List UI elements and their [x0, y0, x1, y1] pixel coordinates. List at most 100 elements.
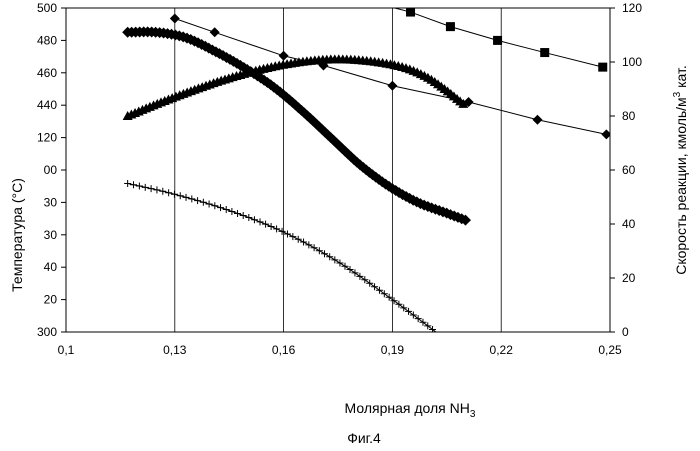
y-right-tick-label: 100 [622, 55, 642, 69]
plus-marker [283, 230, 291, 238]
series-5 [124, 180, 437, 332]
square-marker [445, 22, 455, 32]
square-marker [540, 48, 550, 58]
x-tick-label: 0,25 [598, 343, 622, 357]
diamond-marker [209, 27, 220, 38]
x-tick-label: 0,13 [163, 343, 187, 357]
plus-marker [124, 180, 132, 187]
plus-marker [217, 204, 225, 212]
tick-labels: 0,1 0,13 0,16 0,19 0,22 0,25 300 20 40 30 30 00 120 4… [37, 1, 642, 357]
plus-marker [159, 187, 167, 195]
series [122, 8, 610, 332]
plus-marker [153, 186, 161, 194]
diamond-marker [387, 80, 398, 91]
plus-marker [211, 202, 219, 210]
series-4 [122, 54, 469, 120]
plus-marker [351, 269, 359, 277]
y-right-title-text: Скорость реакции, кмоль/м [673, 97, 689, 274]
diamond-marker [601, 129, 610, 140]
y-left-tick-label: 20 [44, 293, 58, 307]
x-axis-title: Молярная доля NH3 [345, 400, 476, 420]
y-left-tick-label: 00 [44, 163, 58, 177]
y-right-axis-title: Скорость реакции, кмоль/м3 кат. [672, 65, 689, 275]
x-tick-label: 0,22 [490, 343, 514, 357]
plus-marker [346, 266, 354, 274]
plus-marker [321, 250, 329, 258]
plus-marker [176, 192, 184, 200]
plus-marker [194, 197, 202, 205]
plus-marker [341, 262, 349, 270]
plus-marker [135, 182, 143, 190]
x-tick-label: 0,16 [272, 343, 296, 357]
plus-marker [130, 181, 138, 189]
plus-marker [165, 189, 173, 197]
plus-marker [188, 195, 196, 203]
plus-marker [385, 293, 393, 301]
figure-caption: Фиг.4 [347, 430, 381, 446]
plus-marker [182, 193, 190, 201]
plus-marker [336, 259, 344, 267]
plus-marker [310, 244, 318, 252]
plus-marker [395, 300, 403, 308]
y-right-title-tail: кат. [673, 65, 689, 92]
plus-marker [273, 225, 281, 233]
plus-marker [390, 297, 398, 305]
y-right-tick-label: 0 [622, 325, 629, 339]
plus-marker [424, 322, 432, 330]
series-2 [169, 13, 610, 140]
triangle-marker [458, 98, 469, 108]
plus-marker [205, 200, 213, 208]
diamond-marker [532, 114, 543, 125]
diamond-marker [278, 50, 289, 61]
plus-marker [326, 253, 334, 261]
y-left-tick-label: 30 [44, 195, 58, 209]
plus-marker [380, 290, 388, 298]
plus-marker [234, 209, 242, 217]
y-right-tick-label: 80 [622, 109, 636, 123]
plus-marker [375, 286, 383, 294]
y-left-tick-label: 480 [37, 33, 57, 47]
y-right-tick-label: 60 [622, 163, 636, 177]
diamond-marker [459, 214, 471, 226]
plus-marker [315, 247, 323, 255]
y-right-tick-label: 120 [622, 1, 642, 15]
x-title-sub: 3 [470, 409, 476, 420]
square-marker [598, 62, 608, 72]
plus-marker [199, 198, 207, 206]
x-tick-label: 0,1 [58, 343, 75, 357]
plus-marker [147, 185, 155, 193]
square-marker [406, 8, 416, 17]
plus-marker [289, 233, 297, 241]
plus-marker [371, 283, 379, 291]
plus-marker [414, 315, 422, 323]
plus-marker [409, 311, 417, 319]
plus-marker [366, 279, 374, 287]
plus-marker [300, 238, 308, 246]
y-left-tick-label: 460 [37, 66, 57, 80]
y-right-tick-label: 40 [622, 217, 636, 231]
plus-marker [141, 183, 149, 191]
y-left-tick-label: 40 [44, 260, 58, 274]
y-left-tick-label: 300 [37, 325, 57, 339]
y-left-tick-label: 30 [44, 228, 58, 242]
series-line [174, 18, 607, 135]
plus-marker [356, 272, 364, 280]
y-right-tick-label: 20 [622, 271, 636, 285]
series-3 [122, 26, 471, 226]
plus-marker [331, 256, 339, 264]
plus-marker [278, 227, 286, 235]
y-left-tick-label: 120 [37, 131, 57, 145]
plus-marker [239, 211, 247, 219]
series-1 [392, 8, 608, 72]
plus-marker [256, 218, 264, 226]
plus-marker [170, 190, 178, 198]
y-left-axis-title: Температура (°C) [9, 178, 25, 292]
plus-marker [405, 307, 413, 315]
diamond-marker [318, 60, 329, 71]
y-right-title-sup: 3 [672, 91, 683, 97]
y-left-tick-label: 500 [37, 1, 57, 15]
series-line [392, 8, 603, 68]
plus-marker [222, 205, 230, 213]
square-marker [493, 35, 503, 45]
plus-marker [267, 222, 275, 230]
